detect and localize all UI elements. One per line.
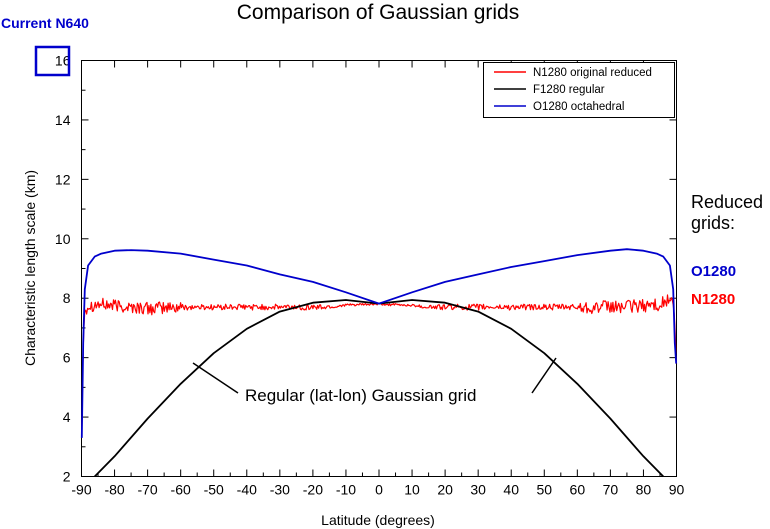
y-tick-label: 2	[63, 469, 71, 485]
regular-grid-pointer-right	[531, 357, 557, 394]
x-tick-label: -70	[137, 482, 157, 498]
y-tick-label: 14	[55, 112, 71, 128]
reduced-grids-label-line1: Reduced	[691, 192, 763, 212]
regular-grid-label: Regular (lat-lon) Gaussian grid	[245, 386, 477, 405]
x-tick-label: 30	[470, 482, 486, 498]
y-axis-label: Characteristic length scale (km)	[22, 170, 38, 366]
y-tick-label: 12	[55, 171, 71, 187]
y-tick-label: 10	[55, 231, 71, 247]
y-tick-label: 4	[63, 409, 71, 425]
series-line-n1280	[81, 294, 677, 432]
x-tick-label: -50	[204, 482, 224, 498]
x-tick-label: -10	[336, 482, 356, 498]
series-layer	[80, 248, 678, 478]
x-tick-label: 50	[536, 482, 552, 498]
y-tick-label: 16	[55, 53, 71, 69]
x-axis-label: Latitude (degrees)	[321, 512, 435, 528]
x-tick-label: 0	[375, 482, 383, 498]
legend-label-o1280: O1280 octahedral	[533, 101, 624, 113]
regular-grid-pointer-left	[192, 362, 239, 394]
x-tick-label: -40	[237, 482, 257, 498]
legend-label-n1280: N1280 original reduced	[533, 67, 652, 79]
x-tick-label: -60	[171, 482, 191, 498]
y-tick-label: 6	[63, 350, 71, 366]
legend-label-f1280: F1280 regular	[533, 84, 605, 96]
current-n640-label: Current N640	[1, 15, 89, 31]
boxed-tick-highlight	[34, 45, 71, 77]
x-tick-label: 90	[669, 482, 685, 498]
plot-area-frame	[81, 60, 677, 477]
y-axis-ticks: 2 4 6 8 10 12 14 16	[55, 53, 677, 485]
chart-title: Comparison of Gaussian grids	[237, 1, 519, 24]
series-line-o1280	[80, 248, 678, 438]
x-tick-label: 70	[603, 482, 619, 498]
x-tick-label: 10	[404, 482, 420, 498]
x-tick-label: -90	[71, 482, 91, 498]
n1280-side-label: N1280	[691, 291, 735, 308]
x-tick-label: -80	[104, 482, 124, 498]
x-axis-ticks: -90 -80 -70 -60 -50 -40 -30 -20 -10 0 10 20 30 40 50 60…	[71, 60, 685, 498]
x-tick-label: 80	[636, 482, 652, 498]
reduced-grids-label-line2: grids:	[691, 213, 735, 233]
y-tick-label: 8	[63, 290, 71, 306]
x-tick-label: 40	[503, 482, 519, 498]
x-tick-label: 20	[437, 482, 453, 498]
x-tick-label: 60	[570, 482, 586, 498]
x-tick-label: -30	[270, 482, 290, 498]
o1280-side-label: O1280	[691, 263, 736, 280]
legend: N1280 original reduced F1280 regular O12…	[483, 62, 675, 118]
x-tick-label: -20	[303, 482, 323, 498]
